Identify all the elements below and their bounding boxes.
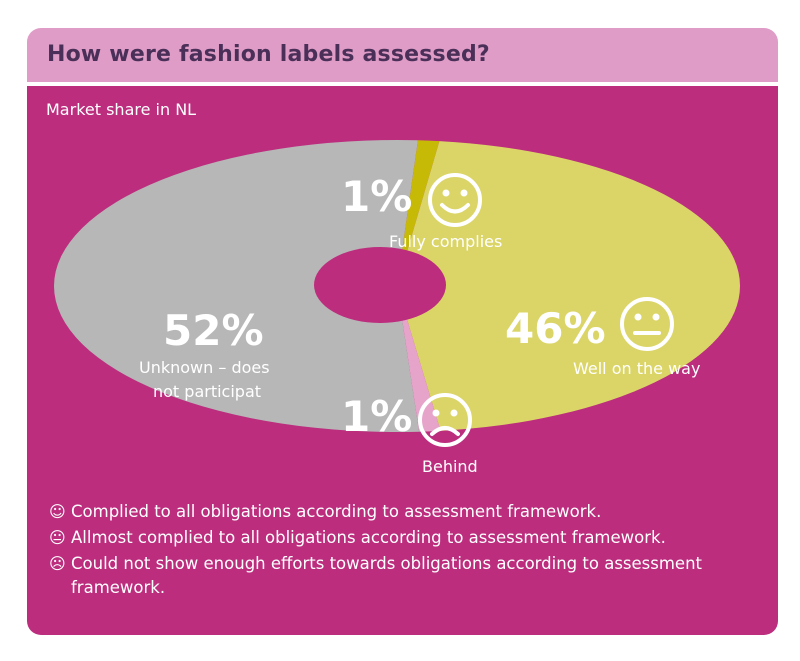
slice-value-behind: 1% — [341, 392, 413, 441]
pie-slice-well — [397, 141, 741, 431]
title-bar: How were fashion labels assessed? — [27, 28, 778, 88]
slice-value-fully-complies: 1% — [341, 172, 413, 221]
slice-label-unknown-line1: Unknown – does — [139, 358, 270, 377]
smiley-happy-icon: ☺ — [49, 502, 66, 521]
slice-value-unknown: 52% — [163, 306, 264, 355]
pie-slice-unknown — [53, 140, 420, 433]
slice-label-fully-complies: Fully complies — [389, 232, 503, 251]
smiley-happy-icon — [428, 173, 482, 227]
chart-title: How were fashion labels assessed? — [47, 42, 490, 67]
legend-item-not-enough-efforts: ☹ Could not show enough efforts towards … — [49, 552, 769, 600]
smiley-sad-icon — [418, 393, 472, 447]
chart-subtitle: Market share in NL — [46, 100, 197, 119]
legend-text: Allmost complied to all obligations acco… — [71, 528, 666, 547]
chart-panel: Market share in NL 1% Fully complies 46%… — [27, 86, 778, 635]
slice-label-behind: Behind — [422, 457, 478, 476]
chart-card: How were fashion labels assessed? Market… — [27, 28, 778, 635]
legend-text: Complied to all obligations according to… — [71, 502, 602, 521]
legend-item-complied: ☺ Complied to all obligations according … — [49, 500, 769, 524]
smiley-neutral-icon — [620, 297, 674, 351]
pie-slice-fully — [397, 140, 440, 286]
pie-slice-behind — [397, 286, 441, 432]
legend-item-almost-complied: 😐 Allmost complied to all obligations ac… — [49, 526, 769, 550]
legend: ☺ Complied to all obligations according … — [49, 500, 769, 602]
smiley-neutral-icon: 😐 — [49, 528, 66, 547]
smiley-sad-icon: ☹ — [49, 554, 66, 573]
slice-label-well-on-the-way: Well on the way — [573, 359, 701, 378]
slice-value-well-on-the-way: 46% — [505, 304, 606, 353]
legend-text: Could not show enough efforts towards ob… — [71, 554, 703, 597]
donut-hole — [314, 247, 446, 323]
donut-chart — [53, 140, 741, 447]
slice-label-unknown-line2: not participat — [153, 382, 262, 401]
title-divider — [27, 82, 778, 86]
